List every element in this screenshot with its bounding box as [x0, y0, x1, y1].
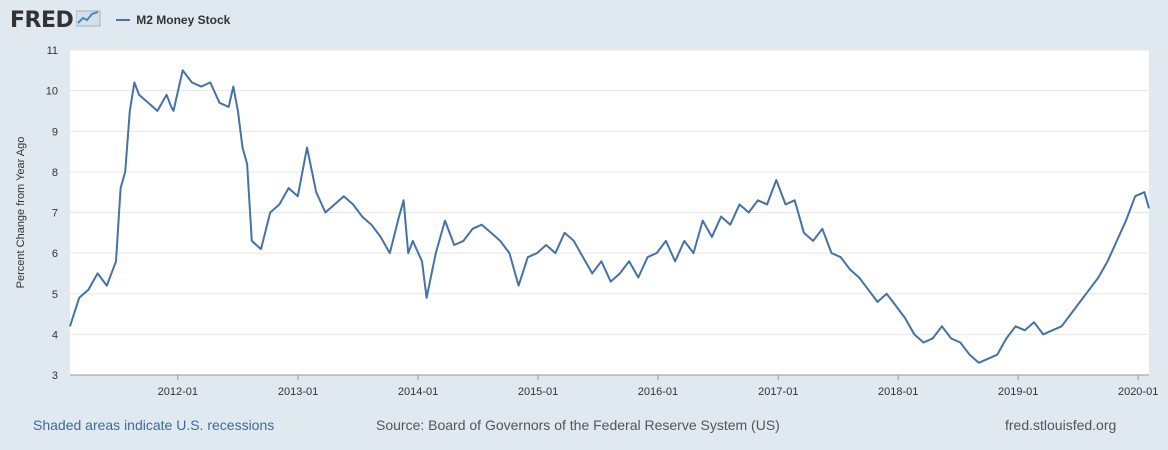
x-tick-label: 2019-01 — [998, 386, 1038, 398]
legend-swatch — [116, 19, 131, 21]
y-tick-label: 5 — [52, 289, 58, 301]
fred-logo[interactable]: FRED — [10, 7, 74, 33]
series-line[interactable] — [69, 69, 1150, 364]
y-tick-label: 7 — [52, 208, 58, 220]
y-tick-label: 11 — [47, 45, 58, 57]
chart-line-icon — [75, 8, 102, 33]
site-link[interactable]: fred.stlouisfed.org — [1005, 417, 1117, 433]
y-tick-label: 10 — [46, 86, 58, 98]
y-tick-label: 3 — [52, 370, 58, 382]
x-tick-label: 2012-01 — [158, 386, 198, 398]
x-tick-label: 2014-01 — [398, 386, 438, 398]
legend-label: M2 Money Stock — [136, 13, 231, 27]
y-tick-label: 6 — [52, 248, 58, 260]
x-tick-label: 2016-01 — [638, 386, 678, 398]
y-tick-label: 9 — [52, 126, 58, 138]
x-tick-label: 2018-01 — [878, 386, 918, 398]
source-note: Source: Board of Governors of the Federa… — [376, 417, 780, 433]
x-tick-label: 2013-01 — [278, 386, 318, 398]
chart-header: FRED M2 Money Stock — [10, 6, 230, 34]
x-tick-label: 2017-01 — [758, 386, 798, 398]
y-tick-label: 8 — [52, 167, 58, 179]
recessions-link[interactable]: Shaded areas indicate U.S. recessions — [33, 417, 275, 433]
legend[interactable]: M2 Money Stock — [116, 13, 230, 27]
x-tick-label: 2020-01 — [1118, 386, 1158, 398]
y-axis-label: Percent Change from Year Ago — [15, 137, 27, 289]
x-tick-label: 2015-01 — [518, 386, 558, 398]
y-tick-label: 4 — [52, 329, 58, 341]
chart-area: 3 4 5 6 7 8 9 10 11 2012-01 2013-01 2014-01 2015-01 2… — [15, 45, 1158, 398]
